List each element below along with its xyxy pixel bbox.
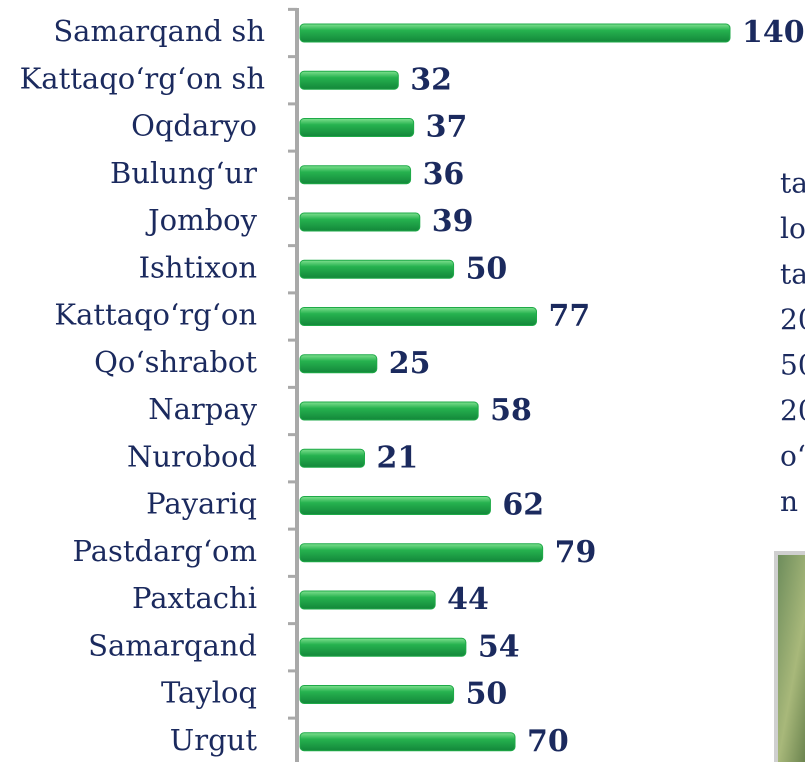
category-label: Oqdaryo <box>131 109 257 143</box>
bar <box>299 637 467 657</box>
category-label: Kattaqo‘rg‘on sh <box>20 61 265 95</box>
photo <box>774 551 805 762</box>
bar <box>299 732 516 752</box>
bar <box>299 543 544 563</box>
value-label: 36 <box>423 157 465 192</box>
bar <box>299 70 399 90</box>
value-label: 58 <box>490 393 532 428</box>
body-text: n <box>780 485 798 518</box>
body-text: ta <box>780 167 805 200</box>
bar <box>299 496 491 515</box>
bar <box>299 118 415 137</box>
value-label: 140 <box>742 15 805 50</box>
category-label: Tayloq <box>161 676 257 710</box>
value-label: 70 <box>527 724 569 759</box>
value-label: 50 <box>466 251 508 286</box>
body-text: o‘ <box>780 440 805 473</box>
category-label: Jomboy <box>145 203 258 237</box>
bar <box>299 354 378 374</box>
value-label: 37 <box>426 110 468 145</box>
category-label: Qo‘shrabot <box>94 345 257 379</box>
value-label: 44 <box>447 582 489 617</box>
bar <box>299 165 412 185</box>
value-label: 50 <box>466 677 508 712</box>
category-label: Paxtachi <box>132 581 257 615</box>
value-label: 21 <box>377 440 419 475</box>
bar <box>299 307 537 326</box>
value-label: 39 <box>432 204 474 239</box>
body-text: lo <box>780 212 805 245</box>
category-label: Ishtixon <box>139 250 257 284</box>
value-label: 32 <box>410 62 452 97</box>
category-label: Samarqand sh <box>53 14 265 48</box>
category-label: Narpay <box>148 392 257 426</box>
bar <box>299 212 421 232</box>
category-label: Urgut <box>170 723 258 757</box>
body-text: 20 <box>780 303 805 336</box>
bar <box>299 23 731 43</box>
category-label: Bulung‘ur <box>110 156 257 190</box>
category-label: Payariq <box>146 487 257 521</box>
category-label: Nurobod <box>127 439 257 473</box>
bar <box>299 590 436 610</box>
bar <box>299 685 455 704</box>
body-text: 20 <box>780 394 805 427</box>
value-label: 79 <box>555 535 597 570</box>
body-text: 50 <box>780 349 805 382</box>
category-label: Samarqand <box>88 628 257 662</box>
category-label: Kattaqo‘rg‘on <box>54 298 257 332</box>
bar <box>299 448 365 468</box>
value-label: 54 <box>478 629 520 664</box>
value-label: 62 <box>502 488 544 523</box>
value-label: 25 <box>389 346 431 381</box>
bar <box>299 259 455 279</box>
bar <box>299 401 479 421</box>
category-label: Pastdarg‘om <box>73 534 258 568</box>
body-text: ta <box>780 258 805 291</box>
value-label: 77 <box>549 299 591 334</box>
